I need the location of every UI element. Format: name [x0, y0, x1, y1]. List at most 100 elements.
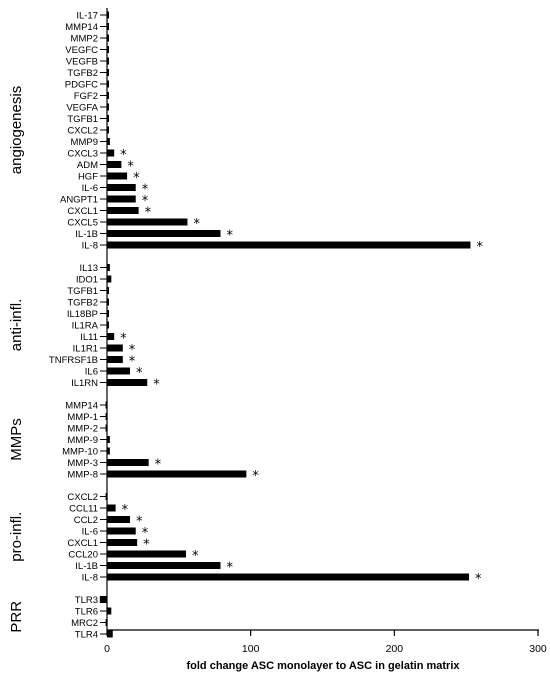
bar-angiogenesis-cxcl3 [107, 149, 115, 157]
significance-marker-mmps-mmp-8: * [252, 469, 259, 484]
significance-marker-pro-infl-il-1b: * [226, 561, 233, 576]
category-label-prr-tlr3: TLR3 [75, 595, 98, 606]
category-label-pro-infl-ccl2: CCL2 [74, 515, 98, 526]
bars-layer: *********************** [99, 11, 483, 638]
bar-angiogenesis-vegfc [107, 46, 109, 53]
x-ticks-layer: 0 100 200 300 [104, 630, 547, 655]
bar-angiogenesis-mmp14 [107, 23, 109, 30]
significance-marker-anti-infl-il1r1: * [129, 343, 136, 358]
group-label-mmps: MMPs [8, 418, 25, 461]
category-label-prr-tlr6: TLR6 [75, 606, 98, 617]
x-tick-label-100: 100 [242, 643, 260, 655]
bar-angiogenesis-cxcl2 [107, 126, 109, 134]
category-label-angiogenesis-pdgfc: PDGFC [65, 79, 98, 90]
significance-marker-anti-infl-il11: * [120, 332, 127, 347]
category-label-pro-infl-cxcl1: CXCL1 [67, 538, 98, 549]
category-label-pro-infl-cxcl2: CXCL2 [67, 492, 98, 503]
category-label-prr-tlr4: TLR4 [75, 629, 98, 640]
bar-angiogenesis-vegfb [107, 57, 109, 65]
significance-marker-pro-infl-il-6: * [142, 526, 149, 541]
bar-angiogenesis-hgf [107, 172, 128, 180]
group-label-prr: PRR [8, 601, 25, 633]
bar-pro-infl-ccl20 [107, 550, 187, 558]
bar-angiogenesis-vegfa [107, 103, 109, 111]
category-label-pro-infl-il-6: IL-6 [82, 526, 98, 537]
group-label-pro-infl: pro-infl. [8, 512, 25, 562]
category-label-angiogenesis-vegfb: VEGFB [66, 56, 98, 67]
category-label-pro-infl-il-1b: IL-1B [75, 561, 98, 572]
category-label-angiogenesis-il-6: IL-6 [82, 183, 98, 194]
bar-angiogenesis-angpt1 [107, 195, 136, 203]
category-label-anti-infl-tnfrsf1b: TNFRSF1B [49, 355, 98, 366]
bar-anti-infl-tgfb2 [107, 298, 109, 306]
bar-mmps-mmp-9 [107, 436, 110, 443]
category-label-anti-infl-tgfb1: TGFB1 [67, 286, 98, 297]
category-label-angiogenesis-cxcl1: CXCL1 [67, 206, 98, 217]
category-label-angiogenesis-adm: ADM [77, 160, 98, 171]
category-label-anti-infl-il6: IL6 [85, 366, 98, 377]
category-label-mmps-mmp-10: MMP-10 [62, 446, 98, 457]
bar-mmps-mmp-10 [107, 447, 110, 455]
significance-marker-angiogenesis-il-8: * [476, 240, 483, 255]
category-label-angiogenesis-il-17: IL-17 [76, 10, 98, 21]
category-label-angiogenesis-il-8: IL-8 [82, 240, 98, 251]
bar-mmps-mmp-8 [107, 470, 247, 478]
category-labels-layer: IL-17MMP14MMP2VEGFCVEGFBTGFB2PDGFCFGF2VE… [49, 10, 107, 640]
bar-angiogenesis-adm [107, 161, 122, 168]
significance-marker-angiogenesis-cxcl1: * [145, 206, 152, 221]
significance-marker-angiogenesis-cxcl5: * [193, 217, 200, 232]
bar-angiogenesis-pdgfc [107, 80, 109, 88]
x-tick-label-200: 200 [386, 643, 404, 655]
bar-anti-infl-il1ra [107, 321, 109, 329]
significance-marker-pro-infl-il-8: * [475, 572, 482, 587]
bar-angiogenesis-fgf2 [107, 92, 109, 99]
significance-marker-angiogenesis-hgf: * [133, 171, 140, 186]
axes-layer [106, 8, 539, 631]
bar-pro-infl-cxcl1 [107, 539, 138, 546]
category-label-angiogenesis-tgfb1: TGFB1 [67, 114, 98, 125]
significance-marker-pro-infl-ccl20: * [192, 549, 199, 564]
category-label-angiogenesis-vegfa: VEGFA [66, 102, 98, 113]
bar-angiogenesis-cxcl1 [107, 207, 139, 214]
category-label-angiogenesis-angpt1: ANGPT1 [60, 194, 98, 205]
bar-anti-infl-il18bp [107, 310, 109, 317]
category-label-angiogenesis-cxcl3: CXCL3 [67, 148, 98, 159]
bar-angiogenesis-il-17 [107, 11, 109, 19]
significance-marker-mmps-mmp-3: * [155, 458, 162, 473]
category-label-anti-infl-tgfb2: TGFB2 [67, 297, 98, 308]
category-label-mmps-mmp-1: MMP-1 [67, 412, 98, 423]
category-label-mmps-mmp-9: MMP-9 [67, 435, 98, 446]
x-tick-label-0: 0 [104, 643, 110, 655]
category-label-angiogenesis-mmp2: MMP2 [71, 33, 98, 44]
significance-marker-anti-infl-tnfrsf1b: * [129, 355, 136, 370]
bar-angiogenesis-il-8 [107, 241, 471, 249]
bar-anti-infl-il1rn [107, 379, 148, 386]
category-label-angiogenesis-fgf2: FGF2 [74, 91, 98, 102]
bar-prr-tlr6 [107, 607, 112, 615]
category-label-anti-infl-il1rn: IL1RN [71, 378, 98, 389]
significance-marker-angiogenesis-il-1b: * [226, 229, 233, 244]
significance-marker-pro-infl-ccl11: * [122, 503, 129, 518]
bar-pro-infl-il-1b [107, 562, 221, 569]
significance-marker-angiogenesis-adm: * [127, 160, 134, 175]
category-label-anti-infl-il13: IL13 [80, 263, 99, 274]
bar-anti-infl-tnfrsf1b [107, 356, 123, 363]
bar-anti-infl-il13 [107, 264, 110, 271]
significance-marker-pro-infl-cxcl1: * [143, 538, 150, 553]
bar-angiogenesis-il-6 [107, 184, 136, 191]
group-labels-layer: angiogenesis anti-infl. MMPs pro-infl. PRR [8, 86, 25, 633]
category-label-mmps-mmp-2: MMP-2 [67, 423, 98, 434]
group-label-angiogenesis: angiogenesis [8, 86, 25, 174]
category-label-angiogenesis-mmp9: MMP9 [71, 137, 98, 148]
category-label-angiogenesis-cxcl2: CXCL2 [67, 125, 98, 136]
significance-marker-anti-infl-il6: * [136, 366, 143, 381]
bar-anti-infl-tgfb1 [107, 287, 109, 294]
category-label-prr-mrc2: MRC2 [71, 618, 98, 629]
category-label-angiogenesis-cxcl5: CXCL5 [67, 217, 98, 228]
category-label-angiogenesis-vegfc: VEGFC [65, 45, 98, 56]
category-label-anti-infl-il1r1: IL1R1 [73, 343, 98, 354]
category-label-angiogenesis-hgf: HGF [78, 171, 98, 182]
bar-angiogenesis-cxcl5 [107, 218, 188, 226]
significance-marker-anti-infl-il1rn: * [153, 378, 160, 393]
category-label-mmps-mmp-8: MMP-8 [67, 469, 98, 480]
